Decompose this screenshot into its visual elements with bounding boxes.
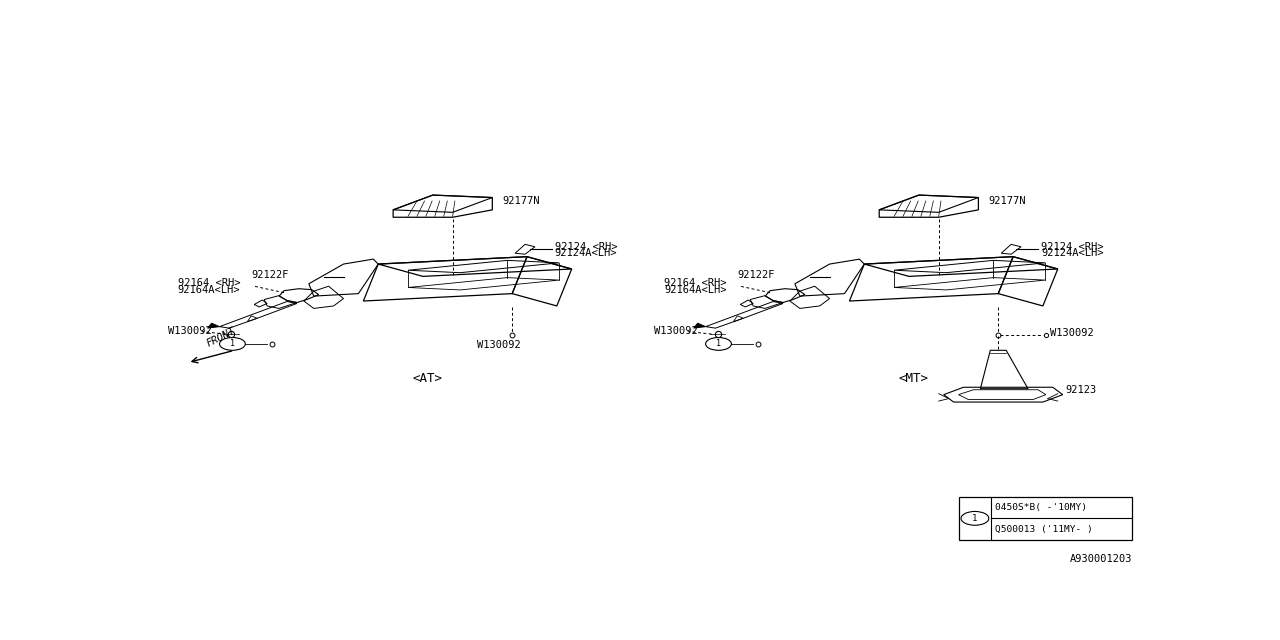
- Text: 92177N: 92177N: [988, 196, 1025, 206]
- Polygon shape: [207, 323, 220, 328]
- Text: 92124A<LH>: 92124A<LH>: [554, 248, 617, 258]
- Text: <AT>: <AT>: [413, 372, 443, 385]
- Text: 92164A<LH>: 92164A<LH>: [178, 285, 241, 294]
- Text: A930001203: A930001203: [1070, 554, 1132, 564]
- Text: 92124 <RH>: 92124 <RH>: [1041, 242, 1103, 252]
- Text: 92124A<LH>: 92124A<LH>: [1041, 248, 1103, 258]
- Text: W130092: W130092: [654, 326, 698, 336]
- Text: 1: 1: [716, 339, 721, 348]
- Text: 1: 1: [230, 339, 236, 348]
- Text: 92122F: 92122F: [251, 270, 289, 280]
- Text: 0450S*B( -'10MY): 0450S*B( -'10MY): [996, 503, 1087, 512]
- Text: W130092: W130092: [477, 340, 521, 350]
- Text: 92164A<LH>: 92164A<LH>: [664, 285, 727, 294]
- Polygon shape: [694, 323, 705, 328]
- Text: Q500013 ('11MY- ): Q500013 ('11MY- ): [996, 525, 1093, 534]
- Bar: [959, 497, 1133, 540]
- Text: FRONT: FRONT: [205, 325, 238, 348]
- Text: W130092: W130092: [168, 326, 211, 336]
- Text: 92122F: 92122F: [737, 270, 774, 280]
- Text: 1: 1: [973, 514, 978, 523]
- Text: W130092: W130092: [1050, 328, 1093, 337]
- Text: 92177N: 92177N: [502, 196, 540, 206]
- Text: 92123: 92123: [1066, 385, 1097, 395]
- Text: 92124 <RH>: 92124 <RH>: [554, 242, 617, 252]
- Text: 92164 <RH>: 92164 <RH>: [178, 278, 241, 288]
- Text: <MT>: <MT>: [899, 372, 929, 385]
- Text: 92164 <RH>: 92164 <RH>: [664, 278, 727, 288]
